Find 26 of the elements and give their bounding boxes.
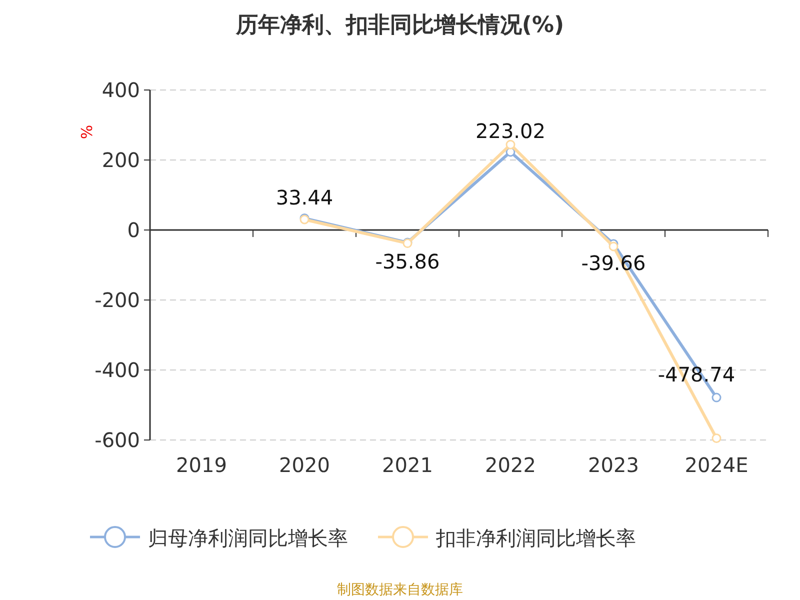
point — [506, 140, 516, 150]
y-tick-label: 200 — [102, 148, 140, 172]
data-label: 223.02 — [476, 118, 546, 143]
x-tick-label: 2023 — [588, 453, 639, 477]
chart-title: 历年净利、扣非同比增长情况(%) — [234, 13, 564, 38]
y-tick-label: -600 — [94, 428, 140, 452]
data-label: -35.86 — [375, 250, 440, 274]
y-axis-title: % — [78, 124, 96, 140]
x-tick-label: 2020 — [279, 453, 330, 477]
text: 制图数据来自数据库 — [337, 582, 463, 598]
y-tick-label: -200 — [94, 288, 140, 312]
legend-label: 归母净利润同比增长率 — [148, 526, 348, 550]
point — [712, 434, 722, 443]
data-label: -478.74 — [658, 362, 736, 387]
x-tick-label: 2019 — [176, 453, 227, 477]
x-tick-label: 2024E — [684, 453, 748, 477]
data-label: -39.66 — [581, 250, 646, 275]
x-tick-label: 2022 — [485, 453, 536, 477]
y-tick-label: -400 — [94, 358, 140, 382]
point — [712, 392, 722, 402]
point — [608, 242, 618, 252]
y-tick-label: 0 — [127, 218, 140, 242]
y-tick-label: 400 — [102, 78, 140, 102]
legend-label: 扣非净利润同比增长率 — [435, 526, 636, 550]
data-label: 33.44 — [276, 185, 334, 210]
x-tick-label: 2021 — [382, 453, 433, 477]
